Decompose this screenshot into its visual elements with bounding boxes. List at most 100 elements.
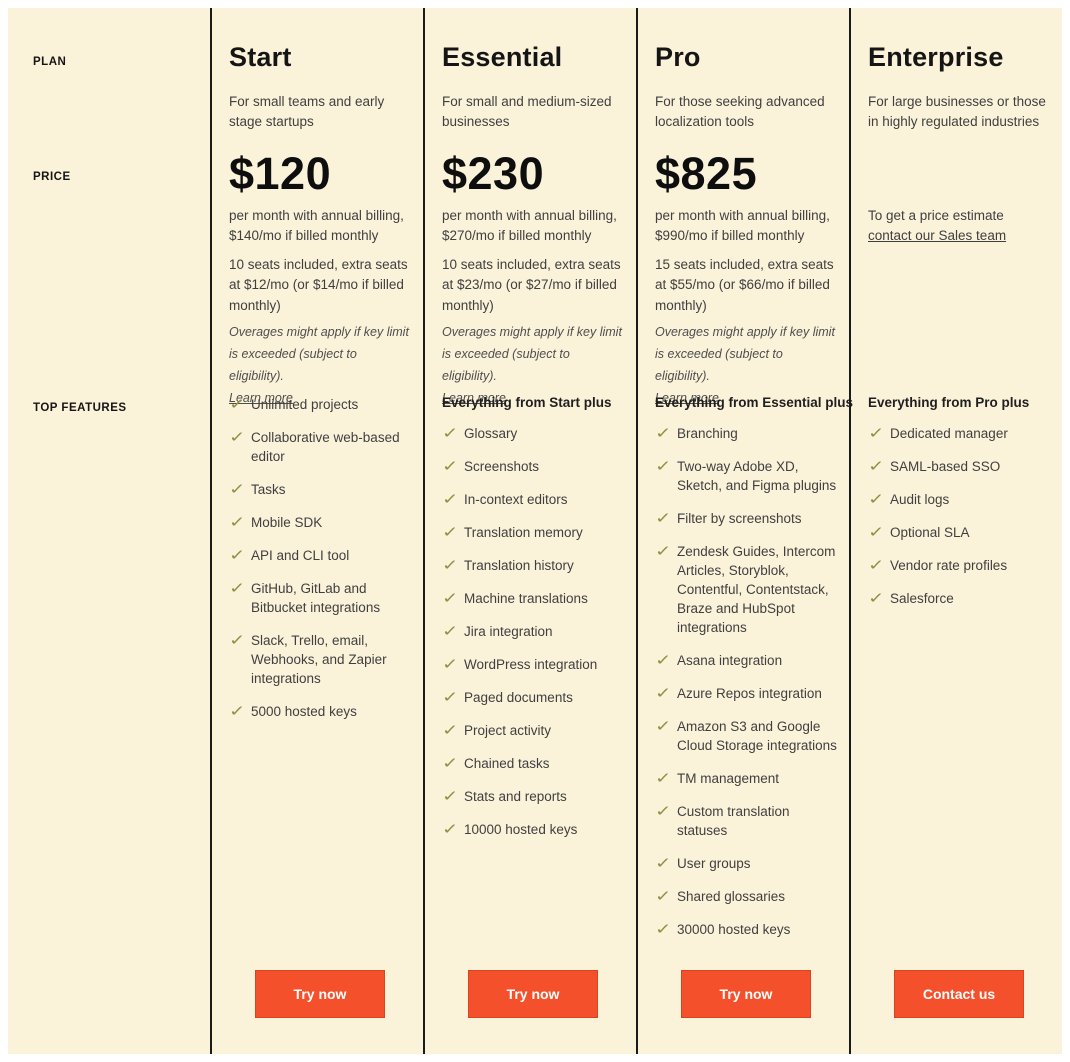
features-list: ✓ Unlimited projects ✓ Collaborative web-ba… <box>229 395 411 970</box>
check-icon: ✓ <box>655 718 672 735</box>
feature-item: ✓ Optional SLA <box>868 523 1050 542</box>
check-icon: ✓ <box>229 547 246 564</box>
check-icon: ✓ <box>655 543 672 560</box>
check-icon: ✓ <box>229 632 246 649</box>
try-now-button[interactable]: Try now <box>255 970 385 1018</box>
feature-label: Slack, Trello, email, Webhooks, and Zapi… <box>251 633 387 686</box>
plan-price: $825 <box>655 148 758 199</box>
check-icon: ✓ <box>868 524 885 541</box>
plan-description: For those seeking advanced localization … <box>655 94 825 129</box>
feature-item: ✓ Shared glossaries <box>655 887 837 906</box>
plan-column-essential: Essential For small and medium-sized bus… <box>423 8 636 1054</box>
check-icon: ✓ <box>655 855 672 872</box>
contact-note: To get a price estimate contact our Sale… <box>868 206 1050 255</box>
check-icon: ✓ <box>229 429 246 446</box>
overage-text: Overages might apply if key limit is exc… <box>655 325 835 383</box>
billing-note: per month with annual billing, $140/mo i… <box>229 208 404 244</box>
check-icon: ✓ <box>868 458 885 475</box>
cta-zone: Try now <box>655 970 837 1018</box>
row-labels-column: PLAN PRICE TOP FEATURES <box>8 8 210 1054</box>
features-list: Everything from Pro plus ✓ Dedicated mana… <box>868 395 1050 970</box>
seats-note: 10 seats included, extra seats at $23/mo… <box>442 257 621 313</box>
check-icon: ✓ <box>229 580 246 597</box>
row-label-price: PRICE <box>33 171 71 183</box>
feature-label: TM management <box>677 771 780 786</box>
overage-text: Overages might apply if key limit is exc… <box>442 325 622 383</box>
check-icon: ✓ <box>442 590 459 607</box>
feature-item: ✓ 30000 hosted keys <box>655 920 837 939</box>
feature-label: Translation memory <box>464 525 583 540</box>
feature-item: ✓ Collaborative web-based editor <box>229 428 411 466</box>
feature-label: Glossary <box>464 426 518 441</box>
feature-label: Audit logs <box>890 492 950 507</box>
check-icon: ✓ <box>442 821 459 838</box>
feature-label: WordPress integration <box>464 657 598 672</box>
feature-label: Collaborative web-based editor <box>251 430 400 464</box>
seats-note: 15 seats included, extra seats at $55/mo… <box>655 257 834 313</box>
check-icon: ✓ <box>442 524 459 541</box>
feature-label: Project activity <box>464 723 552 738</box>
feature-label: Branching <box>677 426 738 441</box>
feature-label: Mobile SDK <box>251 515 323 530</box>
feature-item: ✓ In-context editors <box>442 490 624 509</box>
try-now-button[interactable]: Try now <box>468 970 598 1018</box>
check-icon: ✓ <box>655 652 672 669</box>
feature-label: Tasks <box>251 482 286 497</box>
feature-label: Custom translation statuses <box>677 804 790 838</box>
check-icon: ✓ <box>868 425 885 442</box>
feature-label: Asana integration <box>677 653 783 668</box>
feature-item: ✓ Salesforce <box>868 589 1050 608</box>
feature-label: 30000 hosted keys <box>677 922 791 937</box>
plan-description: For small and medium-sized businesses <box>442 94 612 129</box>
check-icon: ✓ <box>442 425 459 442</box>
check-icon: ✓ <box>442 557 459 574</box>
check-icon: ✓ <box>442 623 459 640</box>
feature-item: ✓ Zendesk Guides, Intercom Articles, Stor… <box>655 542 837 637</box>
feature-item: ✓ Screenshots <box>442 457 624 476</box>
contact-us-button[interactable]: Contact us <box>894 970 1024 1018</box>
contact-sales-link[interactable]: contact our Sales team <box>868 228 1007 244</box>
feature-item: ✓ Jira integration <box>442 622 624 641</box>
check-icon: ✓ <box>655 770 672 787</box>
try-now-button[interactable]: Try now <box>681 970 811 1018</box>
learn-more-link[interactable]: Learn more <box>442 390 506 405</box>
check-icon: ✓ <box>655 685 672 702</box>
check-icon: ✓ <box>229 514 246 531</box>
check-icon: ✓ <box>442 788 459 805</box>
feature-item: ✓ Chained tasks <box>442 754 624 773</box>
plan-price: $120 <box>229 148 332 199</box>
feature-label: In-context editors <box>464 492 568 507</box>
check-icon: ✓ <box>655 803 672 820</box>
feature-label: Amazon S3 and Google Cloud Storage integ… <box>677 719 837 753</box>
check-icon: ✓ <box>655 921 672 938</box>
check-icon: ✓ <box>229 481 246 498</box>
feature-item: ✓ Machine translations <box>442 589 624 608</box>
feature-item: ✓ Stats and reports <box>442 787 624 806</box>
billing-note: per month with annual billing, $270/mo i… <box>442 208 617 244</box>
feature-item: ✓ Unlimited projects <box>229 395 411 414</box>
feature-label: Salesforce <box>890 591 954 606</box>
check-icon: ✓ <box>442 491 459 508</box>
feature-item: ✓ Translation memory <box>442 523 624 542</box>
feature-label: Optional SLA <box>890 525 970 540</box>
feature-label: Jira integration <box>464 624 553 639</box>
plan-description: For large businesses or those in highly … <box>868 94 1046 129</box>
features-list: Everything from Essential plus ✓ Branchin… <box>655 395 854 970</box>
check-icon: ✓ <box>229 396 246 413</box>
feature-label: Vendor rate profiles <box>890 558 1008 573</box>
learn-more-link[interactable]: Learn more <box>655 390 719 405</box>
check-icon: ✓ <box>442 722 459 739</box>
feature-item: ✓ Dedicated manager <box>868 424 1050 443</box>
overage-note-empty <box>868 322 1050 395</box>
check-icon: ✓ <box>442 755 459 772</box>
features-header: Everything from Essential plus <box>655 395 854 410</box>
feature-item: ✓ Tasks <box>229 480 411 499</box>
learn-more-link[interactable]: Learn more <box>229 390 293 405</box>
feature-label: 10000 hosted keys <box>464 822 578 837</box>
billing-note: per month with annual billing, $990/mo i… <box>655 208 830 244</box>
features-header: Everything from Pro plus <box>868 395 1030 410</box>
feature-label: Paged documents <box>464 690 573 705</box>
feature-item: ✓ Branching <box>655 424 837 443</box>
cta-zone: Try now <box>229 970 411 1018</box>
feature-item: ✓ Filter by screenshots <box>655 509 837 528</box>
